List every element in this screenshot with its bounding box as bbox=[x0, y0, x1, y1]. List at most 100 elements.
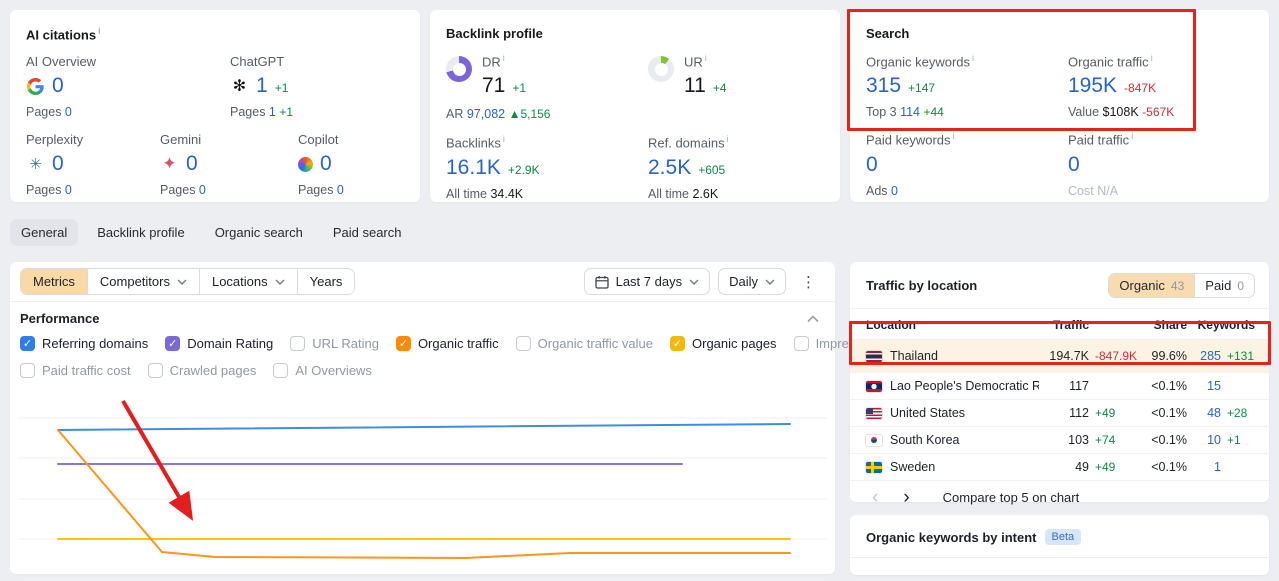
keywords-link[interactable]: 1 bbox=[1214, 460, 1221, 474]
pages-link[interactable]: 0 bbox=[64, 183, 72, 198]
keywords-link[interactable]: 10 bbox=[1207, 433, 1221, 447]
metrics-filter-button[interactable]: Metrics bbox=[21, 269, 88, 294]
info-icon[interactable]: i bbox=[952, 131, 955, 142]
checkbox-box-icon[interactable]: ✓ bbox=[395, 336, 411, 351]
checkbox-label: Referring domains bbox=[42, 336, 149, 351]
checkbox-box-icon[interactable] bbox=[273, 363, 289, 378]
checkbox-paid-traffic-cost[interactable]: Paid traffic cost bbox=[20, 363, 131, 378]
organic-toggle-button[interactable]: Organic 43 bbox=[1109, 274, 1195, 297]
info-icon[interactable]: i bbox=[1131, 131, 1134, 142]
location-row-sweden[interactable]: Sweden 49 +49 <0.1% 1 bbox=[850, 454, 1269, 481]
traffic-value: 112 bbox=[1069, 406, 1089, 420]
citations-value[interactable]: 1 bbox=[256, 74, 268, 98]
checkbox-box-icon[interactable] bbox=[515, 336, 531, 351]
organic-traffic-value[interactable]: 195K bbox=[1068, 74, 1118, 98]
ai-citations-panel: AI citations i AI Overview 0 Pages 0 ChatGPT… bbox=[10, 10, 420, 202]
location-row-lao-people-s-democratic-rep[interactable]: Lao People's Democratic Rep 117 <0.1% 15 bbox=[850, 373, 1269, 400]
checkbox-organic-traffic[interactable]: ✓ Organic traffic bbox=[395, 336, 499, 351]
location-table-body: Thailand 194.7K -847.9K 99.6% 285 +131 Lao Peo… bbox=[850, 340, 1269, 481]
ai-citations-row-2: Perplexity ✳ 0 Pages 0 Gemini ✦ 0 Pages 0 Copilo… bbox=[10, 132, 420, 197]
prev-page-button[interactable]: ‹ bbox=[872, 486, 879, 508]
citations-value[interactable]: 0 bbox=[320, 152, 332, 176]
checkbox-label: Organic traffic bbox=[417, 336, 499, 351]
checkbox-domain-rating[interactable]: ✓ Domain Rating bbox=[165, 336, 273, 351]
info-icon[interactable]: i bbox=[1150, 53, 1153, 63]
checkbox-box-icon[interactable] bbox=[793, 336, 809, 351]
tab-backlink-profile[interactable]: Backlink profile bbox=[97, 225, 185, 240]
location-row-united-states[interactable]: United States 112 +49 <0.1% 48 +28 bbox=[850, 400, 1269, 427]
ref-domains-value[interactable]: 2.5K bbox=[648, 155, 692, 179]
checkbox-ai-overviews[interactable]: AI Overviews bbox=[273, 363, 372, 378]
share-value: <0.1% bbox=[1151, 406, 1187, 420]
checkbox-box-icon[interactable]: ✓ bbox=[165, 336, 181, 351]
info-icon[interactable]: i bbox=[704, 53, 707, 63]
info-icon[interactable]: i bbox=[726, 134, 729, 145]
checkbox-organic-pages[interactable]: ✓ Organic pages bbox=[670, 336, 777, 351]
tab-general[interactable]: General bbox=[10, 219, 79, 246]
pages-link[interactable]: 0 bbox=[64, 105, 72, 120]
checkbox-crawled-pages[interactable]: Crawled pages bbox=[147, 363, 256, 378]
info-icon[interactable]: i bbox=[502, 53, 505, 63]
checkbox-box-icon[interactable]: ✓ bbox=[20, 336, 35, 351]
keywords-link[interactable]: 48 bbox=[1207, 406, 1221, 420]
info-icon[interactable]: i bbox=[972, 53, 975, 63]
pages-link[interactable]: 0 bbox=[336, 183, 344, 198]
flag-us-icon bbox=[866, 407, 882, 419]
stat-label: Copilot bbox=[298, 132, 339, 148]
checkbox-url-rating[interactable]: URL Rating bbox=[290, 336, 379, 351]
pages-link[interactable]: 0 bbox=[198, 183, 206, 198]
checkbox-box-icon[interactable] bbox=[147, 363, 163, 378]
checkbox-organic-traffic-value[interactable]: Organic traffic value bbox=[515, 336, 653, 351]
locations-filter-button[interactable]: Locations bbox=[199, 269, 298, 294]
date-range-button[interactable]: Last 7 days bbox=[583, 268, 711, 295]
beta-badge: Beta bbox=[1044, 529, 1082, 545]
ahrefs-rank-link[interactable]: 97,082 bbox=[466, 107, 506, 122]
paid-toggle-button[interactable]: Paid 0 bbox=[1194, 274, 1254, 297]
location-row-thailand[interactable]: Thailand 194.7K -847.9K 99.6% 285 +131 bbox=[850, 340, 1269, 373]
years-filter-button[interactable]: Years bbox=[297, 269, 355, 294]
traffic-change: -847.9K bbox=[1095, 349, 1138, 363]
info-icon[interactable]: i bbox=[98, 26, 101, 36]
dr-block: DR i 71 +1 AR 97,082 ▲5,156 bbox=[446, 53, 648, 121]
compare-top5-link[interactable]: Compare top 5 on chart bbox=[942, 490, 1080, 505]
location-row-south-korea[interactable]: South Korea 103 +74 <0.1% 10 +1 bbox=[850, 427, 1269, 454]
checkbox-referring-domains[interactable]: ✓ Referring domains bbox=[20, 336, 148, 351]
performance-line-chart[interactable] bbox=[10, 387, 835, 581]
next-page-button[interactable]: › bbox=[903, 486, 910, 508]
top3-link[interactable]: 114 bbox=[900, 105, 921, 120]
citations-value[interactable]: 0 bbox=[52, 152, 64, 176]
traffic-change: +49 bbox=[1095, 406, 1116, 420]
paid-keywords-value[interactable]: 0 bbox=[866, 152, 878, 176]
keywords-link[interactable]: 285 bbox=[1200, 349, 1221, 363]
backlink-profile-title: Backlink profile bbox=[446, 26, 543, 41]
backlinks-value[interactable]: 16.1K bbox=[446, 155, 501, 179]
info-icon[interactable]: i bbox=[502, 134, 505, 145]
traffic-by-location-title: Traffic by location bbox=[866, 278, 978, 293]
citations-value[interactable]: 0 bbox=[186, 152, 198, 176]
paid-traffic-value[interactable]: 0 bbox=[1068, 152, 1080, 176]
ai-citations-row-1: AI Overview 0 Pages 0 ChatGPT ✻ 1 +1 Pages 1 +1 bbox=[10, 54, 420, 119]
collapse-section-icon[interactable] bbox=[807, 314, 819, 323]
checkbox-box-icon[interactable]: ✓ bbox=[670, 336, 685, 351]
dr-donut-chart bbox=[446, 56, 472, 82]
citations-value[interactable]: 0 bbox=[52, 74, 64, 98]
pages-link[interactable]: 1 bbox=[268, 105, 276, 120]
stat-label: AI Overview bbox=[26, 54, 97, 70]
traffic-value: 194.7K bbox=[1049, 349, 1089, 363]
calendar-icon bbox=[594, 275, 609, 289]
organic-paid-toggle: Organic 43 Paid 0 bbox=[1108, 273, 1255, 298]
organic-keywords-value[interactable]: 315 bbox=[866, 74, 902, 98]
backlinks-stat: Backlinks i 16.1K +2.9K All time 34.4K bbox=[446, 134, 540, 201]
perplexity-icon: ✳ bbox=[29, 156, 42, 174]
checkbox-box-icon[interactable] bbox=[20, 363, 35, 378]
tab-paid-search[interactable]: Paid search bbox=[332, 225, 402, 240]
openai-icon: ✻ bbox=[232, 78, 247, 96]
more-options-icon[interactable]: ⋮ bbox=[801, 273, 816, 291]
competitors-filter-button[interactable]: Competitors bbox=[87, 269, 200, 294]
granularity-button[interactable]: Daily bbox=[718, 268, 786, 295]
keywords-link[interactable]: 15 bbox=[1207, 379, 1221, 393]
checkbox-box-icon[interactable] bbox=[290, 336, 306, 351]
pages-row: Pages 0 bbox=[160, 183, 206, 198]
tab-organic-search[interactable]: Organic search bbox=[214, 225, 303, 240]
checkbox-label: URL Rating bbox=[312, 336, 379, 351]
